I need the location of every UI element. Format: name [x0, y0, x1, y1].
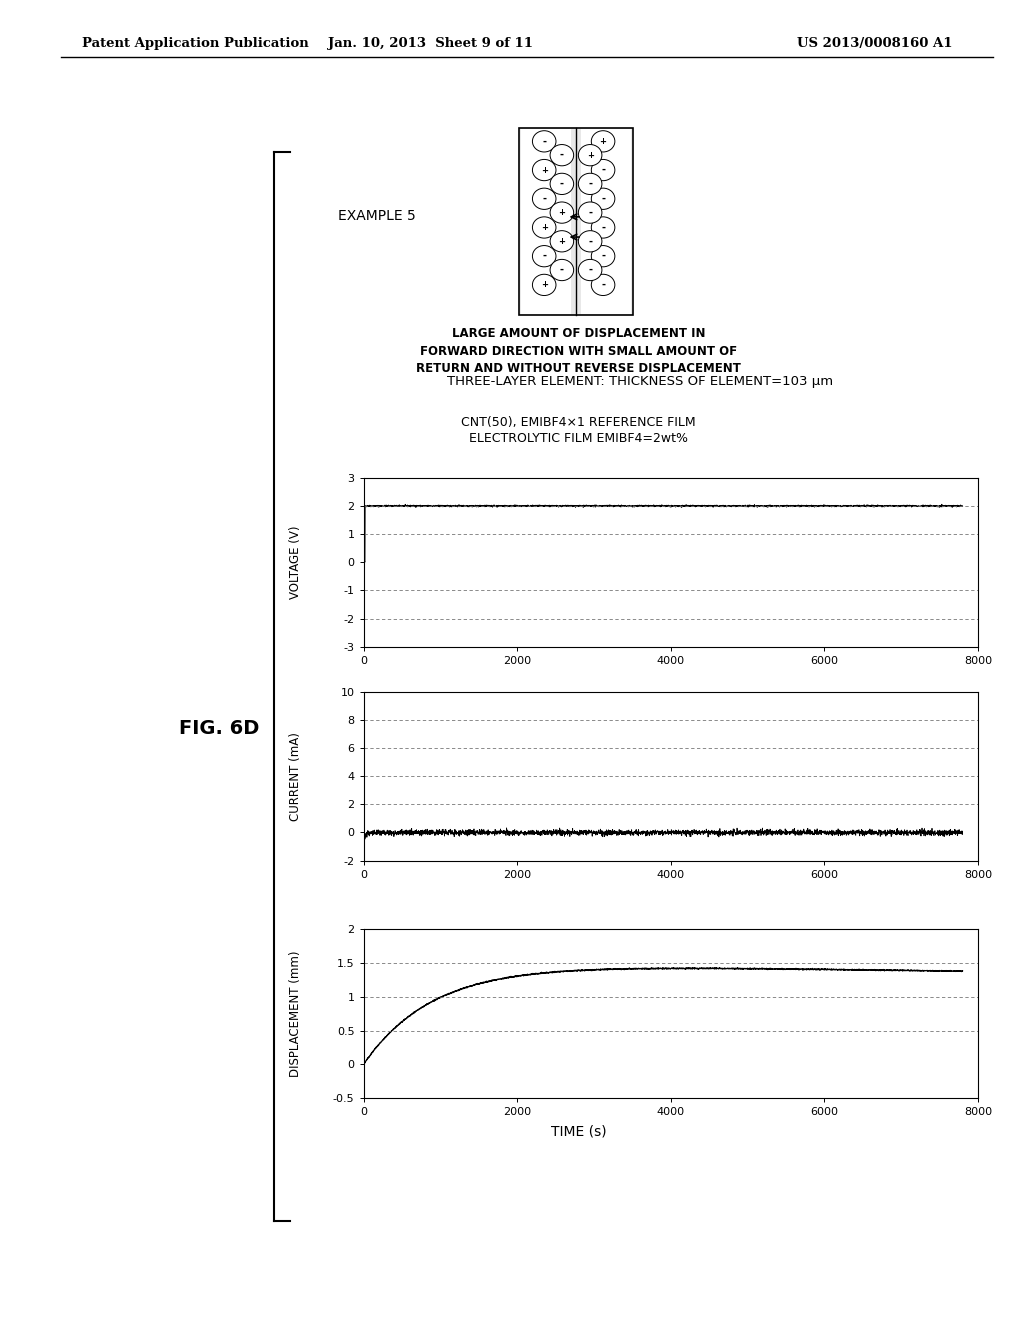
- Text: +: +: [541, 223, 548, 232]
- Text: -: -: [601, 194, 605, 203]
- Text: -: -: [588, 265, 592, 275]
- Text: -: -: [588, 180, 592, 189]
- Circle shape: [591, 246, 614, 267]
- Text: -: -: [542, 136, 546, 147]
- Circle shape: [591, 216, 614, 238]
- Text: -: -: [560, 150, 564, 160]
- Text: CNT(50), EMIBF4×1 REFERENCE FILM: CNT(50), EMIBF4×1 REFERENCE FILM: [461, 416, 696, 429]
- Circle shape: [579, 173, 602, 194]
- Circle shape: [532, 275, 556, 296]
- Text: ELECTROLYTIC FILM EMIBF4=2wt%: ELECTROLYTIC FILM EMIBF4=2wt%: [469, 432, 688, 445]
- Text: +: +: [541, 280, 548, 289]
- Circle shape: [550, 144, 573, 166]
- Text: -: -: [601, 280, 605, 290]
- Bar: [520, 128, 571, 314]
- Text: -: -: [542, 194, 546, 203]
- Y-axis label: VOLTAGE (V): VOLTAGE (V): [289, 525, 302, 599]
- Text: +: +: [541, 165, 548, 174]
- Text: +: +: [587, 150, 594, 160]
- Circle shape: [579, 231, 602, 252]
- Circle shape: [532, 189, 556, 210]
- Circle shape: [591, 189, 614, 210]
- Text: +: +: [558, 236, 565, 246]
- Text: US 2013/0008160 A1: US 2013/0008160 A1: [797, 37, 952, 50]
- Y-axis label: CURRENT (mA): CURRENT (mA): [289, 731, 302, 821]
- Circle shape: [579, 144, 602, 166]
- Text: -: -: [560, 265, 564, 275]
- Text: -: -: [601, 251, 605, 261]
- Text: -: -: [588, 207, 592, 218]
- Circle shape: [532, 216, 556, 238]
- Text: RETURN AND WITHOUT REVERSE DISPLACEMENT: RETURN AND WITHOUT REVERSE DISPLACEMENT: [416, 362, 741, 375]
- Text: THREE-LAYER ELEMENT: THICKNESS OF ELEMENT=103 μm: THREE-LAYER ELEMENT: THICKNESS OF ELEMEN…: [446, 375, 834, 388]
- Text: +: +: [558, 209, 565, 216]
- Text: FIG. 6D: FIG. 6D: [179, 719, 259, 738]
- Circle shape: [532, 160, 556, 181]
- Circle shape: [550, 173, 573, 194]
- Circle shape: [550, 259, 573, 281]
- Circle shape: [579, 259, 602, 281]
- Text: +: +: [600, 137, 606, 145]
- Text: Jan. 10, 2013  Sheet 9 of 11: Jan. 10, 2013 Sheet 9 of 11: [328, 37, 532, 50]
- Text: -: -: [588, 236, 592, 247]
- Circle shape: [550, 202, 573, 223]
- Text: TIME (s): TIME (s): [551, 1125, 606, 1139]
- Text: EXAMPLE 5: EXAMPLE 5: [338, 210, 416, 223]
- Circle shape: [532, 131, 556, 152]
- Circle shape: [591, 275, 614, 296]
- Y-axis label: DISPLACEMENT (mm): DISPLACEMENT (mm): [289, 950, 302, 1077]
- Text: -: -: [542, 251, 546, 261]
- Text: -: -: [601, 165, 605, 176]
- Circle shape: [591, 160, 614, 181]
- Circle shape: [579, 202, 602, 223]
- Circle shape: [532, 246, 556, 267]
- Circle shape: [591, 131, 614, 152]
- Text: FORWARD DIRECTION WITH SMALL AMOUNT OF: FORWARD DIRECTION WITH SMALL AMOUNT OF: [420, 345, 737, 358]
- Text: Patent Application Publication: Patent Application Publication: [82, 37, 308, 50]
- Text: -: -: [560, 180, 564, 189]
- Text: -: -: [601, 223, 605, 232]
- Circle shape: [550, 231, 573, 252]
- Text: LARGE AMOUNT OF DISPLACEMENT IN: LARGE AMOUNT OF DISPLACEMENT IN: [452, 327, 706, 341]
- Bar: [581, 128, 632, 314]
